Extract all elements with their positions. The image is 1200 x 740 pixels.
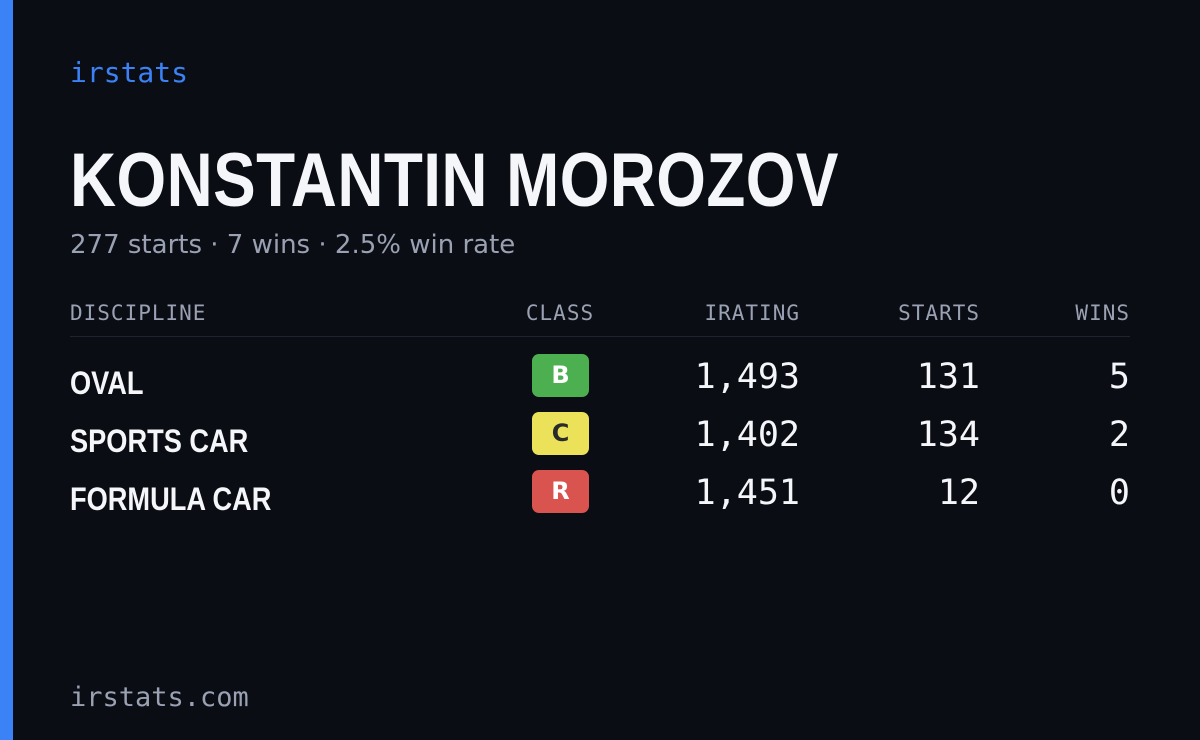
- irating-value: 1,451: [694, 473, 800, 513]
- footer-url[interactable]: irstats.com: [70, 682, 249, 713]
- irating-value: 1,402: [694, 415, 800, 455]
- table-row: SPORTS CAR C 1,402 134 2: [0, 412, 1200, 470]
- license-class-badge: B: [532, 354, 589, 397]
- column-header-irating: IRATING: [704, 301, 800, 325]
- starts-value: 134: [916, 415, 980, 455]
- column-header-discipline: DISCIPLINE: [70, 301, 207, 325]
- starts-value: 131: [916, 357, 980, 397]
- column-header-wins: WINS: [1075, 301, 1130, 325]
- wins-value: 2: [1108, 415, 1130, 455]
- table-row: OVAL B 1,493 131 5: [0, 354, 1200, 412]
- discipline-name: OVAL: [70, 365, 144, 401]
- starts-value: 12: [937, 473, 980, 513]
- driver-name: KONSTANTIN MOROZOV: [70, 138, 839, 223]
- wins-value: 0: [1108, 473, 1130, 513]
- table-row: FORMULA CAR R 1,451 12 0: [0, 470, 1200, 528]
- license-class-badge: R: [532, 470, 589, 513]
- license-class-badge: C: [532, 412, 589, 455]
- brand-logo[interactable]: irstats: [70, 56, 189, 89]
- header-divider: [70, 336, 1130, 337]
- irating-value: 1,493: [694, 357, 800, 397]
- wins-value: 5: [1108, 357, 1130, 397]
- accent-bar: [0, 0, 13, 740]
- discipline-name: SPORTS CAR: [70, 423, 249, 459]
- discipline-name: FORMULA CAR: [70, 481, 272, 517]
- driver-summary: 277 starts · 7 wins · 2.5% win rate: [70, 230, 516, 260]
- column-header-class: CLASS: [525, 301, 595, 325]
- column-header-starts: STARTS: [898, 301, 980, 325]
